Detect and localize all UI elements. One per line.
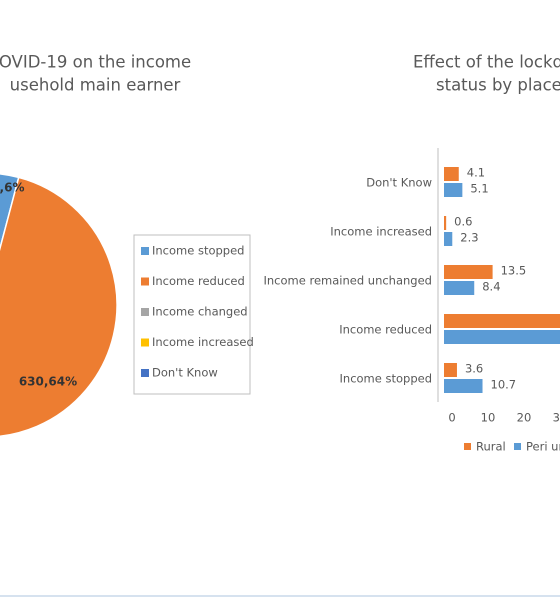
chart-title: status by place	[436, 76, 560, 95]
bar	[444, 281, 475, 295]
chart-title: OVID-19 on the income	[0, 53, 191, 72]
chart-title: Effect of the lockd	[413, 53, 560, 72]
y-tick-label: Don't Know	[366, 176, 432, 190]
x-tick-label: 20	[517, 411, 532, 425]
bar	[444, 314, 560, 328]
slice-label: 630,64%	[19, 375, 77, 389]
y-tick-label: Income increased	[330, 225, 432, 239]
bar	[444, 216, 447, 230]
bar	[444, 379, 483, 393]
legend-box	[133, 234, 251, 395]
legend-label: Peri un	[526, 440, 560, 454]
legend-swatch	[141, 338, 149, 347]
bar	[444, 167, 459, 181]
x-tick-label: 30	[553, 411, 560, 425]
bar-value-label: 2.3	[460, 231, 478, 245]
legend-swatch	[141, 247, 149, 255]
legend-swatch	[141, 369, 149, 377]
bar	[444, 330, 560, 344]
legend-swatch	[514, 443, 521, 450]
y-tick-label: Income remained unchanged	[264, 274, 433, 288]
bar	[444, 363, 457, 377]
legend-label: Rural	[476, 440, 506, 454]
bar	[444, 232, 453, 246]
legend-label: Income reduced	[152, 274, 245, 288]
legend-label: Income changed	[152, 305, 248, 319]
legend-label: Income stopped	[152, 244, 244, 258]
legend-label: Income increased	[152, 335, 254, 349]
bar-value-label: 8.4	[482, 280, 500, 294]
bar-value-label: 10.7	[491, 378, 517, 392]
legend-label: Don't Know	[152, 366, 218, 380]
slice-label: ,6%	[0, 181, 24, 195]
legend-swatch	[141, 277, 149, 286]
chart-title: usehold main earner	[10, 76, 181, 95]
bar-value-label: 13.5	[501, 264, 527, 278]
y-tick-label: Income reduced	[339, 323, 432, 337]
y-tick-label: Income stopped	[340, 372, 432, 386]
x-tick-label: 10	[481, 411, 496, 425]
legend-swatch	[141, 308, 149, 316]
bar-value-label: 0.6	[454, 215, 472, 229]
pie-slice	[0, 176, 118, 437]
bar	[444, 265, 493, 279]
bar-value-label: 5.1	[470, 182, 488, 196]
legend-swatch	[464, 443, 471, 450]
bar-value-label: 3.6	[465, 362, 483, 376]
bar	[444, 183, 463, 197]
x-tick-label: 0	[448, 411, 455, 425]
bar-value-label: 4.1	[467, 166, 485, 180]
